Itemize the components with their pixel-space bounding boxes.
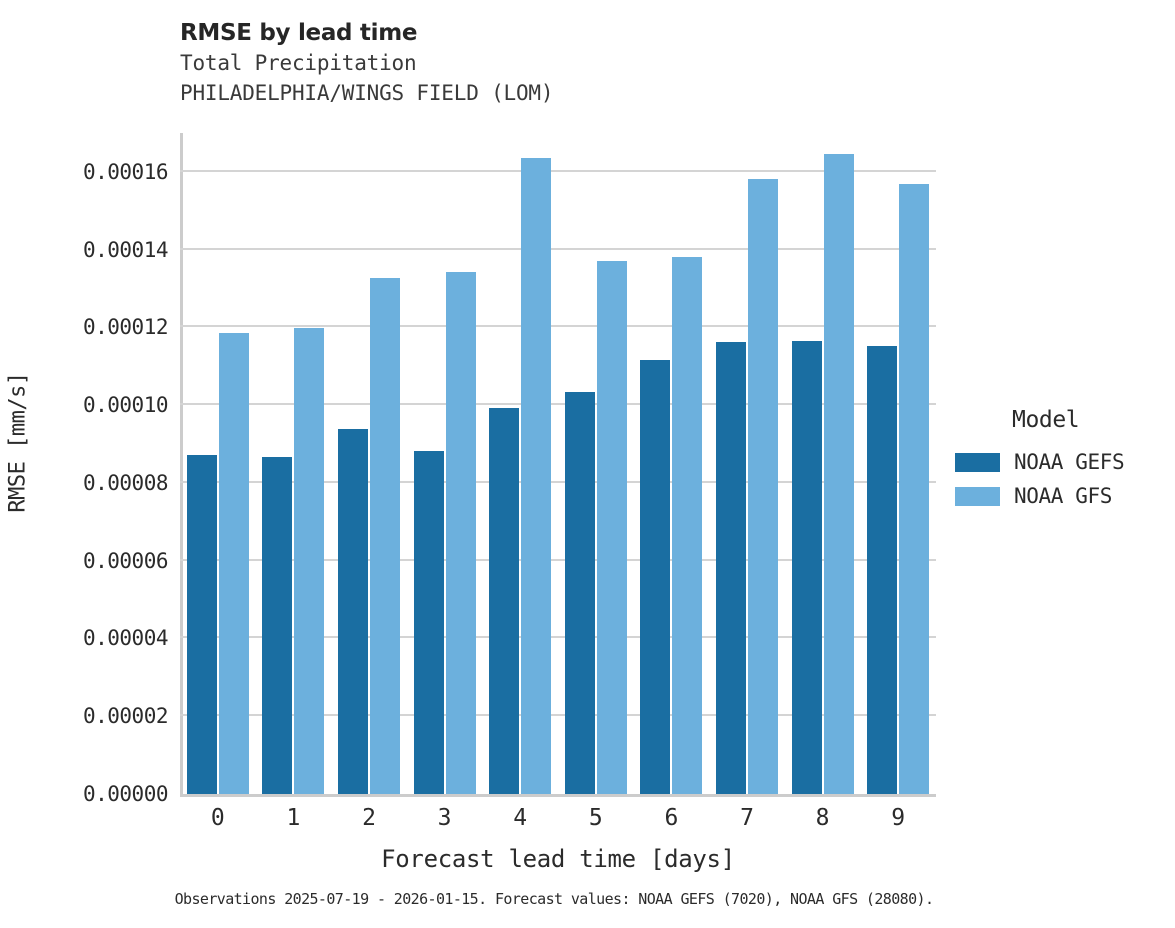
gridline [180, 169, 936, 172]
x-axis-tick-label: 2 [362, 805, 376, 831]
legend-item-label: NOAA GEFS [1014, 450, 1125, 474]
legend-item[interactable]: NOAA GFS [955, 479, 1170, 513]
legend-swatch-icon [955, 486, 1000, 506]
y-axis-tick-label: 0.00004 [82, 626, 169, 651]
x-axis-tick-label: 0 [210, 805, 225, 831]
x-axis-tick-labels: 0 1 2 3 4 5 6 7 8 9 [180, 805, 936, 839]
footer-note: Observations 2025-07-19 - 2026-01-15. Fo… [174, 890, 934, 908]
x-axis-tick-label: 6 [664, 805, 679, 831]
y-axis-tick-label: 0.00000 [82, 782, 169, 806]
bar[interactable] [823, 154, 854, 794]
gridline [180, 403, 936, 406]
bar[interactable] [521, 158, 552, 794]
x-axis-tick-label: 7 [740, 805, 754, 831]
bar[interactable] [262, 457, 293, 794]
page-title: RMSE by lead time [180, 20, 418, 46]
x-axis-label: Forecast lead time [days] [381, 845, 735, 873]
bar-group [338, 133, 400, 794]
bar[interactable] [640, 359, 671, 794]
legend: Model NOAA GEFS NOAA GFS [955, 407, 1170, 513]
bar[interactable] [596, 260, 627, 794]
bar[interactable] [748, 178, 778, 794]
bar[interactable] [413, 451, 444, 794]
bar-group [564, 133, 627, 794]
x-axis-tick-label: 5 [588, 805, 603, 831]
bar-group [791, 133, 854, 794]
plot-area [180, 133, 936, 794]
bar[interactable] [899, 184, 930, 794]
chart-subtitle-variable: Total Precipitation [180, 51, 417, 75]
bar[interactable] [716, 341, 746, 794]
chart-subtitle-station: PHILADELPHIA/WINGS FIELD (LOM) [180, 81, 554, 105]
bar[interactable] [672, 257, 703, 794]
y-axis-tick-label: 0.00010 [82, 393, 169, 418]
title-block: RMSE by lead time Total Precipitation PH… [180, 18, 980, 108]
legend-swatch-icon [955, 452, 1000, 472]
legend-entries: NOAA GEFS NOAA GFS [955, 445, 1170, 513]
y-axis-spine [180, 133, 183, 797]
bar[interactable] [294, 328, 325, 794]
y-axis-tick-label: 0.00014 [82, 237, 169, 262]
bar[interactable] [370, 278, 400, 794]
bar[interactable] [186, 454, 217, 794]
y-axis-label: RMSE [mm/s] [5, 372, 31, 513]
bar[interactable] [791, 341, 822, 794]
gridline [180, 558, 936, 561]
bar[interactable] [338, 429, 368, 794]
gridline [180, 636, 936, 639]
bar-group [186, 133, 249, 794]
y-axis-tick-labels: 0.00000 0.00002 0.00004 0.00006 0.00008 0.000… [0, 133, 169, 806]
bar-group [413, 133, 476, 794]
legend-item[interactable]: NOAA GEFS [955, 445, 1170, 479]
x-axis-spine [180, 794, 936, 797]
legend-item-label: NOAA GFS [1014, 484, 1112, 508]
gridline [180, 480, 936, 483]
gridline [180, 714, 936, 717]
x-axis-tick-label: 8 [815, 805, 830, 831]
y-axis-tick-label: 0.00006 [82, 548, 169, 573]
legend-title: Model [1012, 407, 1080, 433]
bar-group [489, 133, 552, 794]
gridline [180, 325, 936, 328]
y-axis-tick-label: 0.00002 [82, 704, 169, 729]
x-axis-tick-label: 9 [891, 805, 906, 831]
x-axis-tick-label: 4 [513, 805, 528, 831]
gridline [180, 247, 936, 250]
bar-group [867, 133, 930, 794]
y-axis-tick-label: 0.00008 [82, 470, 169, 495]
bar-group [716, 133, 778, 794]
bar-group [640, 133, 703, 794]
bar-group [262, 133, 325, 794]
y-axis-tick-label: 0.00016 [82, 159, 169, 184]
bar[interactable] [867, 346, 898, 794]
y-axis-tick-label: 0.00012 [82, 315, 169, 340]
x-axis-tick-label: 3 [437, 805, 452, 831]
bar[interactable] [564, 391, 595, 794]
bar[interactable] [445, 271, 476, 794]
x-axis-tick-label: 1 [286, 805, 301, 831]
bar[interactable] [218, 333, 249, 794]
bar[interactable] [489, 407, 520, 794]
